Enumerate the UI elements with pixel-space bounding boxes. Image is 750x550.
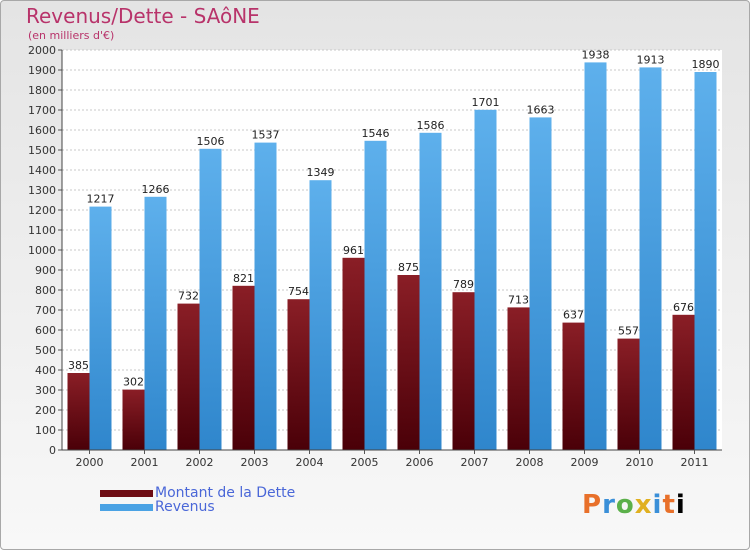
- x-tick-label: 2010: [626, 456, 654, 469]
- data-label-revenus: 1586: [417, 119, 445, 132]
- legend-label-revenus: Revenus: [155, 499, 215, 515]
- bar-revenus: [144, 196, 167, 450]
- bar-dette: [397, 275, 420, 450]
- data-label-dette: 385: [68, 359, 89, 372]
- chart-subtitle: (en milliers d'€): [28, 29, 115, 42]
- bar-revenus: [474, 109, 497, 451]
- data-label-revenus: 1938: [582, 48, 610, 61]
- data-label-dette: 821: [233, 272, 254, 285]
- data-label-revenus: 1349: [307, 166, 335, 179]
- y-tick-label: 1900: [28, 64, 56, 77]
- y-tick-label: 1000: [28, 244, 56, 257]
- bar-revenus: [419, 132, 442, 451]
- bar-dette: [507, 307, 530, 450]
- bar-dette: [67, 373, 90, 450]
- legend-swatch-dette: [100, 489, 153, 497]
- bar-revenus: [694, 72, 717, 450]
- x-tick-label: 2003: [241, 456, 269, 469]
- data-label-revenus: 1506: [197, 135, 225, 148]
- y-tick-label: 700: [35, 304, 56, 317]
- x-tick-label: 2000: [76, 456, 104, 469]
- y-tick-label: 100: [35, 424, 56, 437]
- y-tick-label: 0: [49, 444, 56, 457]
- x-tick-label: 2008: [516, 456, 544, 469]
- bar-revenus: [199, 148, 222, 451]
- data-label-revenus: 1266: [142, 183, 170, 196]
- data-label-revenus: 1913: [637, 53, 665, 66]
- y-tick-label: 1600: [28, 124, 56, 137]
- x-tick-label: 2001: [131, 456, 159, 469]
- bar-revenus: [529, 117, 552, 451]
- bar-dette: [342, 257, 365, 450]
- chart-title: Revenus/Dette - SAôNE: [26, 4, 260, 28]
- x-tick-label: 2005: [351, 456, 379, 469]
- data-label-dette: 789: [453, 278, 474, 291]
- y-tick-label: 1300: [28, 184, 56, 197]
- bar-dette: [672, 314, 695, 450]
- data-label-revenus: 1537: [252, 129, 280, 142]
- bar-dette: [562, 322, 585, 450]
- data-label-revenus: 1217: [87, 193, 115, 206]
- data-label-dette: 732: [178, 290, 199, 303]
- y-tick-label: 300: [35, 384, 56, 397]
- data-label-dette: 676: [673, 301, 694, 314]
- x-tick-label: 2004: [296, 456, 324, 469]
- x-tick-label: 2006: [406, 456, 434, 469]
- data-label-revenus: 1663: [527, 103, 555, 116]
- data-label-dette: 713: [508, 293, 529, 306]
- data-label-dette: 637: [563, 309, 584, 322]
- data-label-dette: 961: [343, 244, 364, 257]
- x-tick-label: 2009: [571, 456, 599, 469]
- data-label-revenus: 1890: [692, 58, 720, 71]
- y-tick-label: 200: [35, 404, 56, 417]
- bar-dette: [177, 303, 200, 450]
- y-tick-label: 1200: [28, 204, 56, 217]
- data-label-dette: 754: [288, 285, 309, 298]
- y-tick-label: 400: [35, 364, 56, 377]
- y-tick-label: 1400: [28, 164, 56, 177]
- legend-item-revenus: Revenus: [100, 499, 295, 515]
- x-tick-label: 2011: [681, 456, 709, 469]
- bar-dette: [452, 292, 475, 450]
- bar-revenus: [254, 142, 277, 450]
- bar-revenus: [584, 62, 607, 451]
- bar-dette: [617, 338, 640, 450]
- x-tick-label: 2002: [186, 456, 214, 469]
- y-tick-label: 500: [35, 344, 56, 357]
- bar-revenus: [639, 67, 662, 451]
- legend-item-dette: Montant de la Dette: [100, 485, 296, 501]
- y-tick-label: 1800: [28, 84, 56, 97]
- bar-dette: [232, 285, 255, 450]
- data-label-revenus: 1701: [472, 96, 500, 109]
- y-tick-label: 600: [35, 324, 56, 337]
- bar-revenus: [309, 180, 332, 450]
- legend: Montant de la Dette Revenus: [100, 485, 296, 515]
- bar-revenus: [364, 140, 387, 451]
- y-tick-label: 1100: [28, 224, 56, 237]
- data-label-dette: 557: [618, 325, 639, 338]
- legend-swatch-revenus: [100, 503, 153, 511]
- data-label-dette: 302: [123, 376, 144, 389]
- bar-dette: [122, 389, 145, 450]
- bar-revenus: [89, 206, 112, 450]
- y-tick-label: 2000: [28, 44, 56, 57]
- y-tick-label: 800: [35, 284, 56, 297]
- y-tick-label: 1700: [28, 104, 56, 117]
- y-tick-label: 900: [35, 264, 56, 277]
- legend-label-dette: Montant de la Dette: [155, 485, 296, 501]
- bar-dette: [287, 299, 310, 450]
- proxiti-logo: Proxiti: [582, 490, 686, 520]
- data-label-revenus: 1546: [362, 127, 390, 140]
- data-label-dette: 875: [398, 261, 419, 274]
- y-tick-label: 1500: [28, 144, 56, 157]
- x-tick-label: 2007: [461, 456, 489, 469]
